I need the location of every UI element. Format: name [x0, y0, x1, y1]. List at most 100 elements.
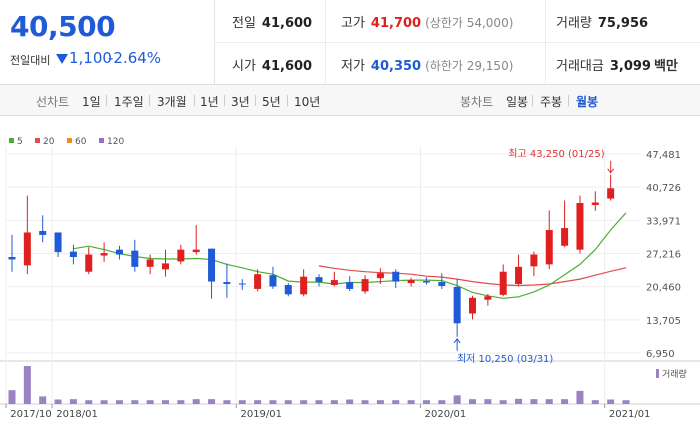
- period-3month[interactable]: 3개월: [157, 95, 187, 109]
- volume-label: 거래량: [662, 368, 687, 380]
- candle-body: [607, 188, 615, 199]
- candle-body: [192, 249, 200, 253]
- volume-bar: [54, 399, 62, 404]
- change-percent: -2.64%: [108, 49, 162, 67]
- volume-bars: 거래량: [8, 366, 687, 404]
- volume-bar: [315, 400, 323, 404]
- candle-body: [515, 266, 523, 285]
- volume-bar: [438, 400, 446, 404]
- period-1year[interactable]: 1년: [200, 95, 219, 109]
- legend-swatch: [35, 138, 40, 143]
- candle-body: [561, 228, 569, 246]
- prev-close-value: 41,600: [261, 16, 313, 31]
- divider: [106, 95, 107, 106]
- period-3year[interactable]: 3년: [231, 95, 250, 109]
- open-value: 41,600: [261, 59, 313, 74]
- candle-body: [8, 257, 16, 260]
- lower-limit: (하한가 29,150): [425, 59, 514, 73]
- divider: [224, 95, 225, 106]
- quote-summary: 40,500 전일대비 1,100 -2.64% 전일 41,600 시가 41,6…: [0, 0, 700, 85]
- down-triangle-icon: [56, 54, 68, 64]
- volume-bar: [453, 395, 461, 404]
- volume-bar: [131, 400, 139, 404]
- min-arrowhead: [453, 337, 461, 344]
- volume-bar: [254, 400, 262, 404]
- open-price: 시가 41,600: [232, 55, 312, 74]
- y-tick-label: 33,971: [646, 216, 681, 227]
- volume-bar: [607, 399, 615, 404]
- candle-body: [422, 281, 430, 283]
- low-value: 40,350: [370, 59, 422, 74]
- volume-legend-swatch: [656, 369, 659, 378]
- volume-bar: [392, 400, 400, 404]
- divider: [568, 95, 569, 106]
- volume-value: 75,956: [597, 16, 649, 31]
- volume-bar: [515, 398, 523, 404]
- volume-bar: [422, 400, 430, 404]
- period-bar: 선차트 1일 1주일 3개월 1년 3년 5년 10년 봉차트 일봉 주봉 월봉: [0, 85, 700, 116]
- upper-limit: (상한가 54,000): [425, 16, 514, 30]
- volume-bar: [146, 400, 154, 404]
- ma20-line: [318, 265, 627, 287]
- divider: [149, 95, 150, 106]
- period-1week[interactable]: 1주일: [114, 95, 144, 109]
- candle-monthly[interactable]: 월봉: [576, 95, 599, 109]
- volume-bar: [361, 400, 369, 404]
- y-tick-label: 6,950: [646, 349, 675, 360]
- candle-body: [545, 230, 553, 265]
- volume-bar: [238, 400, 246, 404]
- volume-bar: [162, 400, 169, 404]
- min-price-annotation: 최저 10,250 (03/31): [457, 353, 553, 365]
- volume-bar: [330, 400, 338, 404]
- legend-swatch: [99, 138, 104, 143]
- legend-swatch: [9, 138, 14, 143]
- high-value: 41,700: [370, 16, 422, 31]
- legend-label: 60: [75, 137, 87, 147]
- candle-body: [499, 271, 507, 295]
- candle-body: [484, 296, 492, 300]
- candle-body: [177, 249, 185, 262]
- candle-body: [530, 254, 538, 267]
- change-label: 전일대비: [10, 54, 51, 67]
- volume-bar: [300, 400, 308, 404]
- volume-bar: [223, 400, 231, 404]
- candle-body: [146, 259, 154, 267]
- candle-body: [131, 250, 139, 267]
- x-tick-label: 2018/01: [56, 409, 98, 420]
- divider: [215, 42, 700, 43]
- candle-weekly[interactable]: 주봉: [540, 95, 563, 109]
- period-1day[interactable]: 1일: [82, 95, 101, 109]
- candle-body: [208, 248, 216, 282]
- high-price: 고가 41,700 (상한가 54,000): [341, 12, 513, 31]
- candle-body: [284, 284, 292, 295]
- candles: [8, 174, 615, 337]
- x-axis-ticks: 2017/10 2018/01 2019/01 2020/01 2021/01: [5, 404, 650, 420]
- low-price: 저가 40,350 (하한가 29,150): [341, 55, 513, 74]
- period-10year[interactable]: 10년: [294, 95, 321, 109]
- volume-label: 거래량: [556, 16, 592, 31]
- candle-body: [100, 253, 108, 256]
- stock-candlestick-chart: 5 20 60 120 47,481 40,726 33,971 27,216 20,460 1…: [0, 137, 700, 420]
- x-tick-label: 2020/01: [425, 409, 467, 420]
- prev-close: 전일 41,600: [232, 12, 312, 31]
- volume-bar: [115, 400, 123, 404]
- candle-body: [591, 202, 599, 205]
- y-axis-ticks: 47,481 40,726 33,971 27,216 20,460 13,705 6,95…: [646, 150, 681, 360]
- candle-body: [330, 280, 338, 285]
- volume-bar: [622, 400, 630, 404]
- price-box: 40,500 전일대비 1,100 -2.64%: [0, 0, 215, 85]
- period-5year[interactable]: 5년: [262, 95, 281, 109]
- candle-body: [238, 283, 246, 285]
- candle-body: [300, 276, 308, 295]
- legend-label: 5: [17, 137, 23, 147]
- low-label: 저가: [341, 59, 365, 74]
- amount-label: 거래대금: [556, 59, 604, 74]
- volume-bar: [530, 399, 538, 404]
- candle-body: [23, 232, 31, 266]
- candle-daily[interactable]: 일봉: [506, 95, 529, 109]
- candle-body: [469, 297, 476, 314]
- open-label: 시가: [232, 59, 256, 74]
- candle-body: [346, 282, 354, 289]
- candle-body: [576, 203, 584, 250]
- legend-swatch: [67, 138, 72, 143]
